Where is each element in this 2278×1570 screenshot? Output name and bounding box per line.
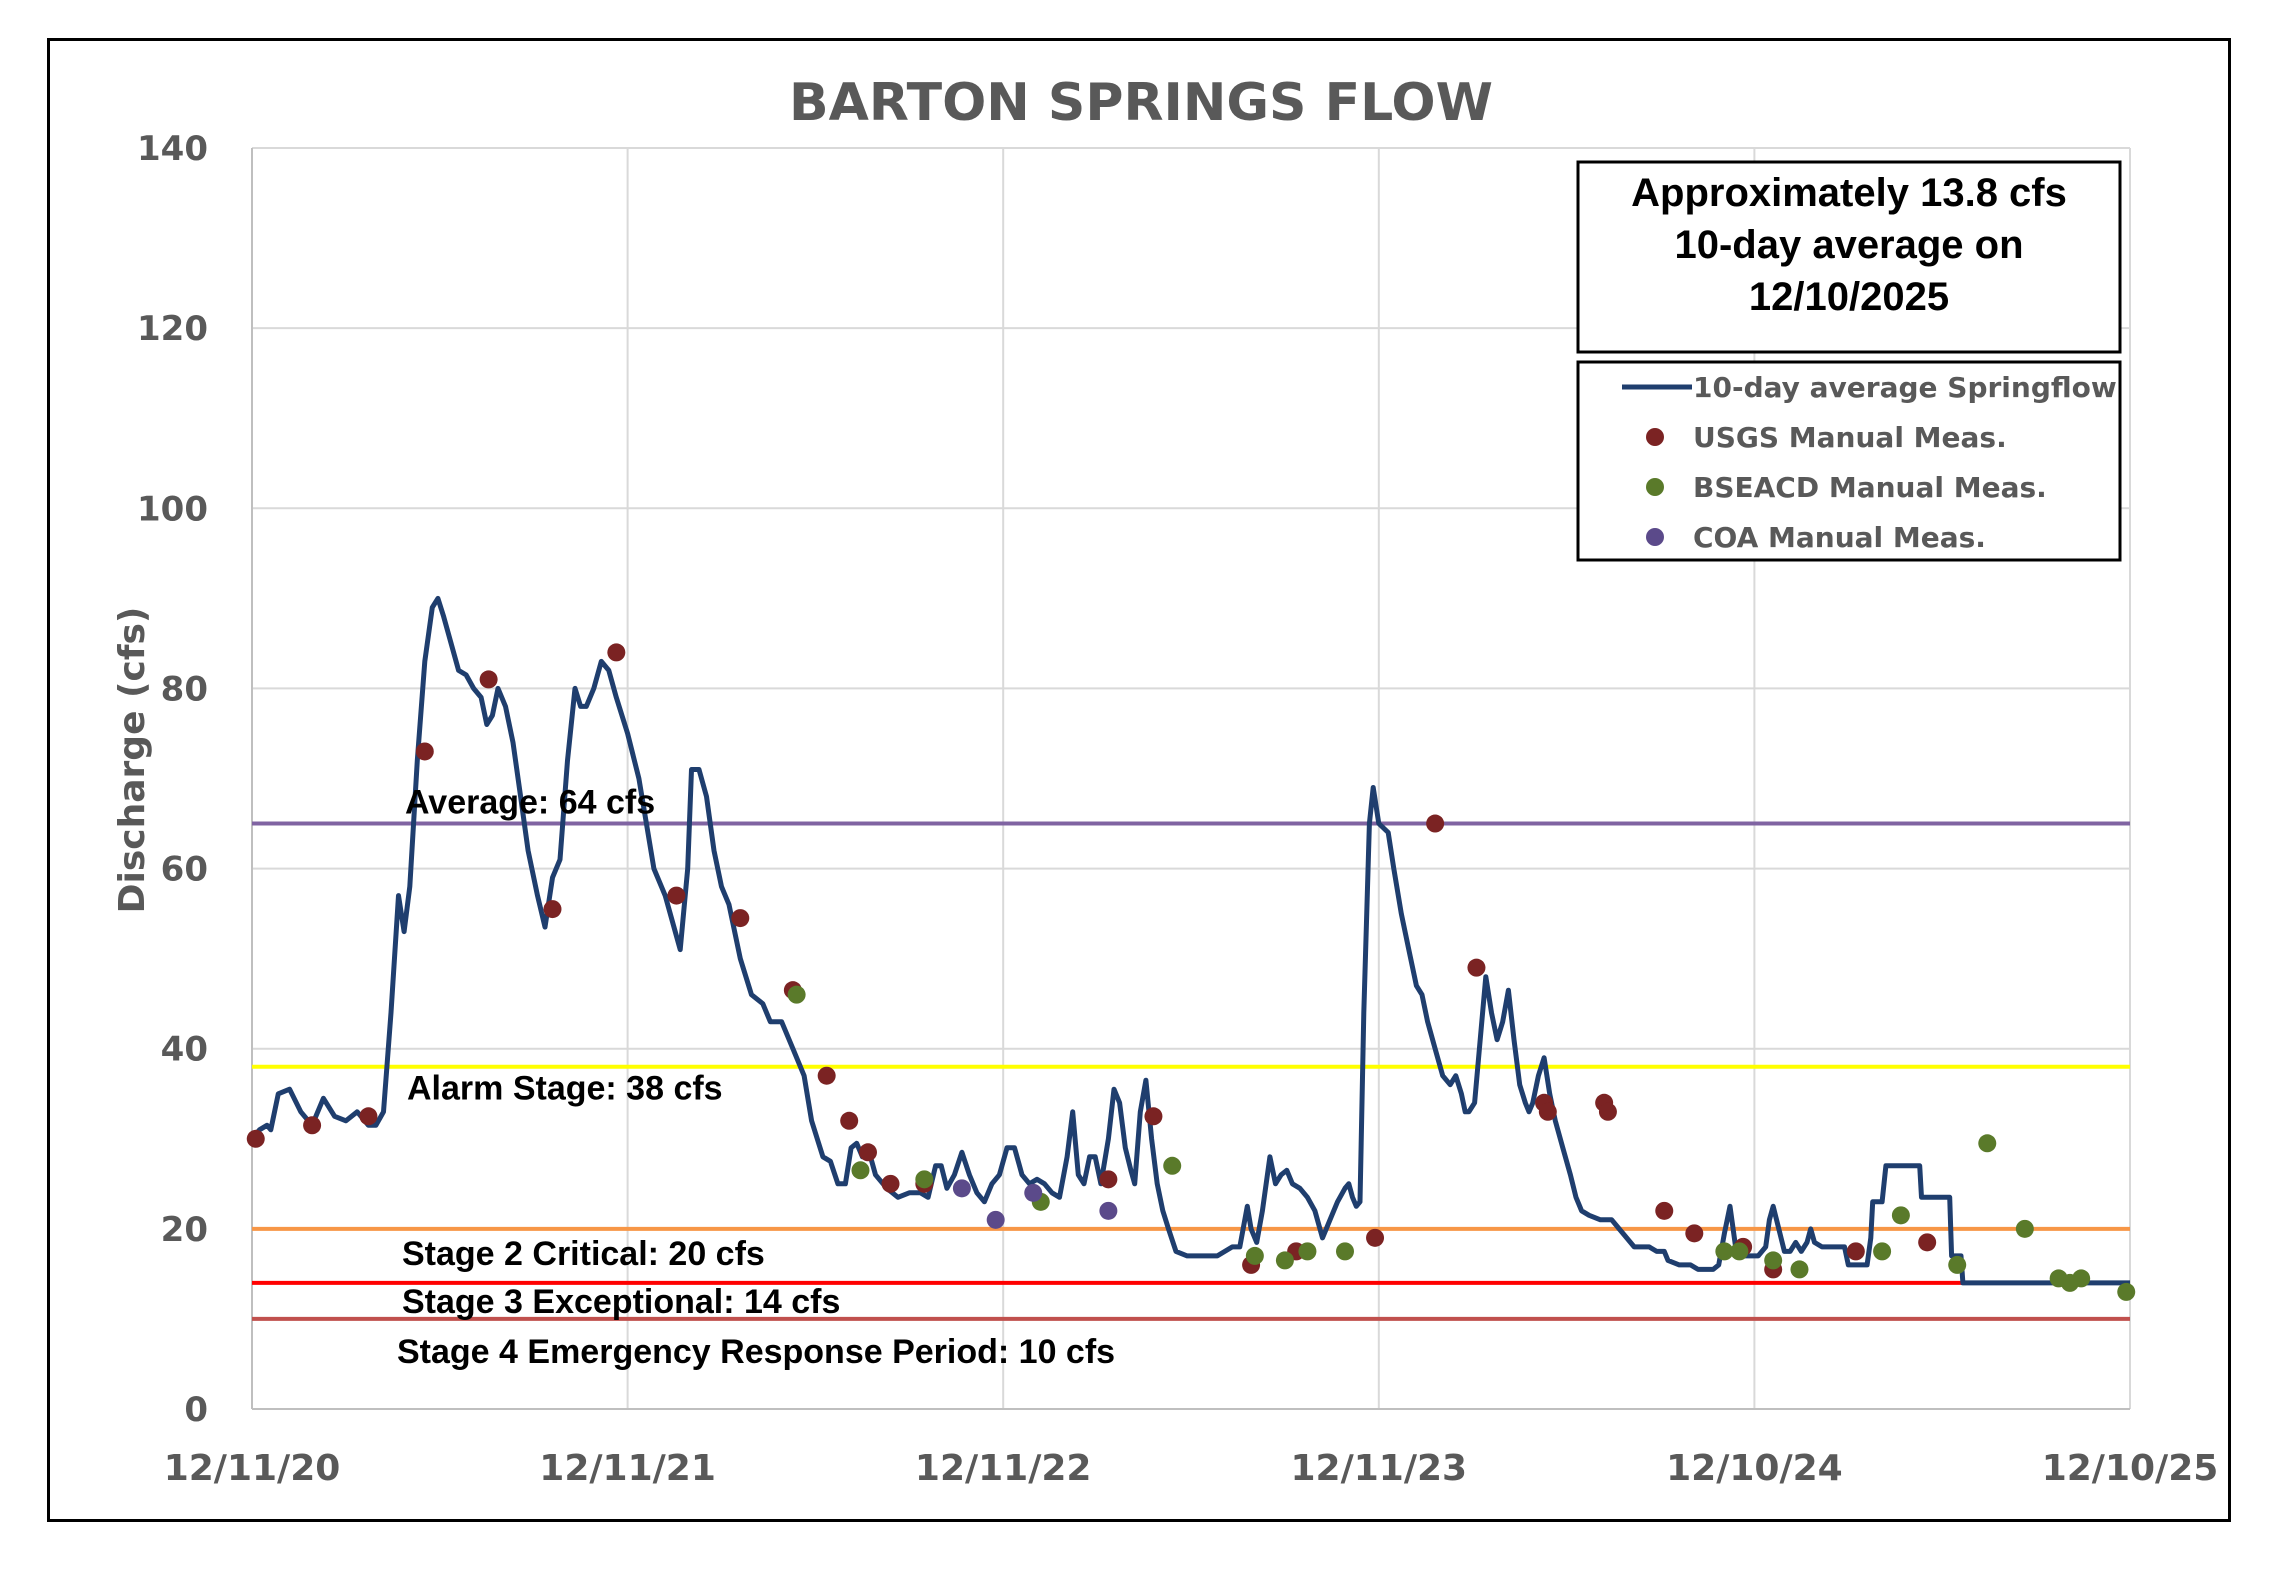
data-point	[2117, 1282, 2136, 1301]
reference-line-label: Stage 4 Emergency Response Period: 10 cf…	[397, 1333, 1115, 1371]
x-tick-label: 12/10/24	[1666, 1448, 1843, 1489]
y-tick-label: 60	[161, 850, 208, 890]
data-point	[1298, 1242, 1317, 1261]
legend-swatch-marker	[1646, 428, 1664, 446]
data-point	[1335, 1242, 1354, 1261]
data-point	[1598, 1102, 1617, 1121]
reference-line-label: Alarm Stage: 38 cfs	[407, 1070, 723, 1108]
x-tick-labels: 12/11/20 12/11/21 12/11/22 12/11/23 12/10/24…	[164, 1448, 2219, 1489]
data-point	[1366, 1228, 1385, 1247]
legend-swatch-marker	[1646, 528, 1664, 546]
data-point	[359, 1107, 378, 1126]
data-point	[1163, 1156, 1182, 1175]
legend: 10-day average Springflow USGS Manual Mea…	[1576, 360, 2122, 562]
data-point	[667, 886, 686, 905]
annotation-box: Approximately 13.8 cfs 10-day average on…	[1576, 160, 2122, 354]
data-point	[1426, 814, 1445, 833]
series-marker-layer	[246, 643, 2136, 1301]
legend-items: 10-day average Springflow USGS Manual Mea…	[1622, 371, 2117, 554]
data-point	[817, 1066, 836, 1085]
chart-title: BARTON SPRINGS FLOW	[789, 73, 1493, 133]
data-point	[1655, 1201, 1674, 1220]
legend-label: 10-day average Springflow	[1693, 371, 2117, 404]
data-point	[851, 1161, 870, 1180]
data-point	[1978, 1134, 1997, 1153]
data-point	[1275, 1251, 1294, 1270]
data-point	[1846, 1242, 1865, 1261]
data-point	[415, 742, 434, 761]
y-tick-label: 80	[161, 669, 208, 709]
legend-swatch-marker	[1646, 478, 1664, 496]
series-line-layer	[250, 595, 2130, 1286]
data-point	[1730, 1242, 1749, 1261]
data-point	[731, 909, 750, 928]
annotation-line-3: 12/10/2025	[1749, 275, 1949, 319]
data-point	[1891, 1206, 1910, 1225]
data-point	[2072, 1269, 2091, 1288]
series-line	[250, 595, 2130, 1286]
data-point	[881, 1174, 900, 1193]
chart-frame	[47, 38, 2231, 1522]
data-point	[1715, 1242, 1734, 1261]
data-point	[915, 1170, 934, 1189]
x-tick-label: 12/11/20	[164, 1448, 341, 1489]
x-tick-label: 12/11/21	[539, 1448, 716, 1489]
legend-label: BSEACD Manual Meas.	[1693, 471, 2047, 504]
legend-label: COA Manual Meas.	[1693, 521, 1986, 554]
data-point	[2015, 1219, 2034, 1238]
data-point	[1245, 1246, 1264, 1265]
legend-border	[1576, 360, 2122, 562]
annotation-line-1: Approximately 13.8 cfs	[1631, 171, 2067, 215]
data-point	[1467, 958, 1486, 977]
y-tick-label: 100	[137, 489, 208, 529]
data-point	[1099, 1201, 1118, 1220]
reference-labels: Average: 64 cfs Alarm Stage: 38 cfs Stage …	[397, 784, 1115, 1371]
legend-label: USGS Manual Meas.	[1693, 421, 2007, 454]
data-point	[1948, 1255, 1967, 1274]
data-point	[1918, 1233, 1937, 1252]
y-axis-label: Discharge (cfs)	[112, 607, 153, 914]
data-point	[607, 643, 626, 662]
data-point	[986, 1210, 1005, 1229]
data-point	[1764, 1251, 1783, 1270]
data-point	[543, 900, 562, 919]
data-point	[1144, 1107, 1163, 1126]
data-point	[840, 1111, 859, 1130]
y-tick-label: 140	[137, 129, 208, 169]
y-tick-labels: 0 20 40 60 80 100 120 140	[137, 129, 208, 1430]
data-point	[479, 670, 498, 689]
data-point	[858, 1143, 877, 1162]
y-tick-label: 20	[161, 1210, 208, 1250]
y-tick-label: 40	[161, 1030, 208, 1070]
data-point	[1099, 1170, 1118, 1189]
annotation-border	[1576, 160, 2122, 354]
data-point	[303, 1116, 322, 1135]
data-point	[1685, 1224, 1704, 1243]
reference-line-label: Average: 64 cfs	[405, 784, 655, 822]
data-point	[1873, 1242, 1892, 1261]
x-tick-label: 12/11/23	[1291, 1448, 1468, 1489]
y-tick-label: 0	[184, 1390, 208, 1430]
data-point	[1538, 1102, 1557, 1121]
data-point	[952, 1179, 971, 1198]
annotation-line-2: 10-day average on	[1674, 223, 2023, 267]
data-point	[1790, 1260, 1809, 1279]
grid-layer	[251, 147, 2131, 1410]
x-tick-label: 12/10/25	[2042, 1448, 2219, 1489]
reference-line-label: Stage 3 Exceptional: 14 cfs	[402, 1283, 840, 1321]
data-point	[246, 1129, 265, 1148]
data-point	[787, 985, 806, 1004]
x-tick-label: 12/11/22	[915, 1448, 1092, 1489]
y-tick-label: 120	[137, 309, 208, 349]
data-point	[1024, 1183, 1043, 1202]
reference-line-label: Stage 2 Critical: 20 cfs	[402, 1235, 765, 1273]
